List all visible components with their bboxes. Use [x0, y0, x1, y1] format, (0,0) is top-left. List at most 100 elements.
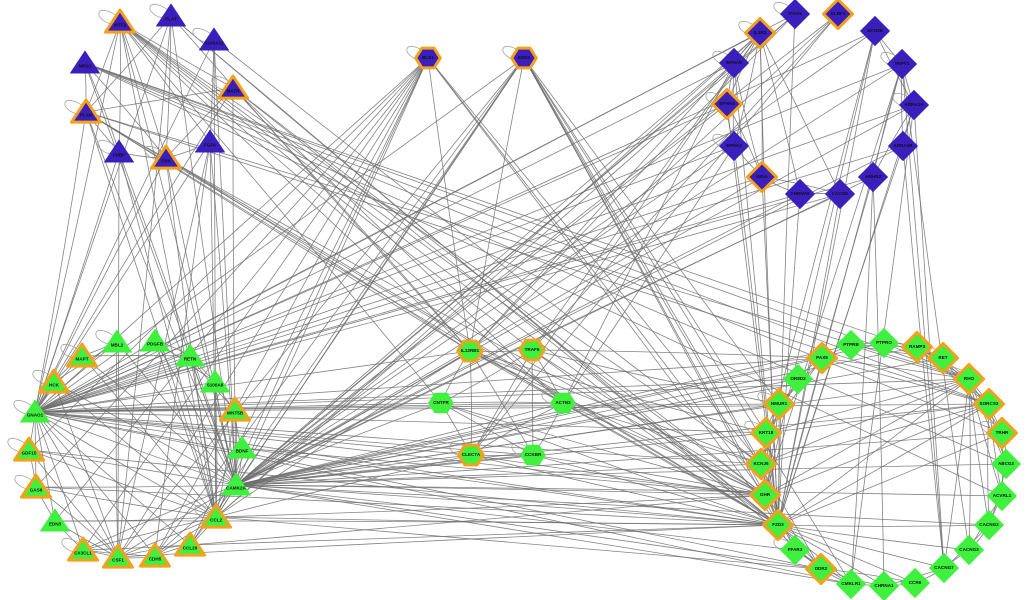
node-triangle-shape[interactable] [218, 396, 252, 422]
node-triangle-shape[interactable] [216, 74, 250, 100]
node-diamond-shape[interactable] [710, 87, 744, 121]
node-diamond-shape[interactable] [783, 364, 813, 394]
node-hexagon-shape[interactable] [520, 444, 546, 466]
node-diamond-shape[interactable] [821, 0, 855, 31]
node-diamond-shape[interactable] [985, 416, 1019, 450]
graph-node[interactable]: ABCG2 [991, 449, 1021, 479]
graph-node[interactable]: TRAF6 [518, 338, 546, 362]
node-triangle-shape[interactable] [149, 144, 183, 170]
graph-node[interactable]: CX3CL1 [66, 536, 100, 562]
node-hexagon-shape[interactable] [428, 392, 454, 414]
graph-node[interactable]: MBL2 [102, 329, 132, 353]
graph-node[interactable]: IL12RB1 [456, 339, 484, 363]
node-diamond-shape[interactable] [974, 510, 1004, 540]
graph-node[interactable]: MTF2 [103, 8, 137, 34]
graph-node[interactable]: PTPRO [869, 328, 899, 358]
node-diamond-shape[interactable] [900, 568, 930, 598]
node-diamond-shape[interactable] [745, 160, 779, 194]
node-diamond-shape[interactable] [744, 447, 778, 481]
node-diamond-shape[interactable] [858, 162, 888, 192]
graph-node[interactable]: ESR2 [510, 46, 538, 70]
node-diamond-shape[interactable] [762, 387, 796, 421]
node-triangle-shape[interactable] [175, 343, 205, 367]
node-triangle-shape[interactable] [12, 436, 46, 462]
graph-node[interactable]: ADRA1B [888, 131, 918, 161]
node-diamond-shape[interactable] [805, 341, 839, 375]
node-diamond-shape[interactable] [869, 571, 899, 600]
graph-node[interactable]: CACNG7 [929, 553, 959, 583]
node-diamond-shape[interactable] [836, 330, 866, 360]
graph-node[interactable]: S100A12 [199, 27, 229, 51]
node-diamond-shape[interactable] [785, 179, 815, 209]
node-hexagon-shape[interactable] [550, 392, 576, 414]
node-triangle-shape[interactable] [227, 435, 257, 459]
node-diamond-shape[interactable] [836, 569, 866, 599]
node-diamond-shape[interactable] [899, 90, 929, 120]
graph-node[interactable]: DDR2 [804, 552, 838, 586]
node-triangle-shape[interactable] [66, 536, 100, 562]
node-triangle-shape[interactable] [138, 542, 172, 568]
graph-node[interactable]: PLXN [69, 98, 103, 124]
graph-node[interactable]: GDF15 [12, 436, 46, 462]
node-triangle-shape[interactable] [69, 98, 103, 124]
node-triangle-shape[interactable] [221, 472, 251, 496]
node-triangle-shape[interactable] [40, 508, 70, 532]
node-diamond-shape[interactable] [719, 131, 749, 161]
graph-node[interactable]: KLRF1 [821, 0, 855, 31]
node-triangle-shape[interactable] [70, 50, 100, 74]
node-triangle-shape[interactable] [101, 543, 135, 569]
graph-node[interactable]: CLEC7A [457, 443, 485, 467]
graph-node[interactable]: GAS6 [19, 473, 53, 499]
graph-node[interactable]: BDNF [227, 435, 257, 459]
graph-node[interactable]: BLS1 [414, 46, 442, 70]
node-diamond-shape[interactable] [743, 16, 777, 50]
node-triangle-shape[interactable] [140, 328, 170, 352]
node-hexagon-shape[interactable] [518, 338, 546, 362]
graph-node[interactable]: CHRNA9 [785, 179, 815, 209]
node-diamond-shape[interactable] [860, 16, 890, 46]
graph-node[interactable]: PLAT [156, 3, 186, 27]
node-triangle-shape[interactable] [199, 27, 229, 51]
node-diamond-shape[interactable] [926, 341, 960, 375]
node-hexagon-shape[interactable] [510, 46, 538, 70]
node-triangle-shape[interactable] [103, 8, 137, 34]
node-diamond-shape[interactable] [825, 179, 855, 209]
node-diamond-shape[interactable] [804, 552, 838, 586]
node-diamond-shape[interactable] [780, 0, 810, 29]
node-diamond-shape[interactable] [900, 330, 934, 364]
graph-node[interactable]: CNTFR [428, 392, 454, 414]
node-triangle-shape[interactable] [19, 473, 53, 499]
node-triangle-shape[interactable] [102, 329, 132, 353]
node-diamond-shape[interactable] [888, 131, 918, 161]
node-diamond-shape[interactable] [929, 553, 959, 583]
node-triangle-shape[interactable] [200, 369, 230, 393]
node-diamond-shape[interactable] [952, 362, 986, 396]
node-diamond-shape[interactable] [887, 49, 917, 79]
node-hexagon-shape[interactable] [456, 339, 484, 363]
node-diamond-shape[interactable] [748, 478, 782, 512]
node-triangle-shape[interactable] [65, 342, 99, 368]
node-hexagon-shape[interactable] [457, 443, 485, 467]
graph-node[interactable]: MATN [216, 74, 250, 100]
graph-node[interactable]: GHR [748, 478, 782, 512]
node-diamond-shape[interactable] [761, 508, 795, 542]
node-triangle-shape[interactable] [156, 3, 186, 27]
graph-node[interactable]: EDN3 [40, 508, 70, 532]
node-diamond-shape[interactable] [972, 387, 1006, 421]
node-diamond-shape[interactable] [954, 535, 984, 565]
graph-node[interactable]: FNBP [104, 139, 134, 163]
node-triangle-shape[interactable] [37, 368, 71, 394]
node-diamond-shape[interactable] [987, 481, 1017, 511]
graph-node[interactable]: FRK [149, 144, 183, 170]
node-triangle-shape[interactable] [195, 129, 225, 153]
node-diamond-shape[interactable] [749, 416, 783, 450]
node-triangle-shape[interactable] [104, 139, 134, 163]
nodes-layer[interactable]: MTF2PLATS100A12NRG1MATNPLXNFGF6FNBPFRKBL… [12, 0, 1021, 600]
graph-node[interactable]: S100A8 [200, 369, 230, 393]
graph-node[interactable]: NRG1 [70, 50, 100, 74]
node-triangle-shape[interactable] [20, 399, 50, 423]
node-triangle-shape[interactable] [173, 531, 207, 557]
graph-node[interactable]: SCN3B [860, 16, 890, 46]
